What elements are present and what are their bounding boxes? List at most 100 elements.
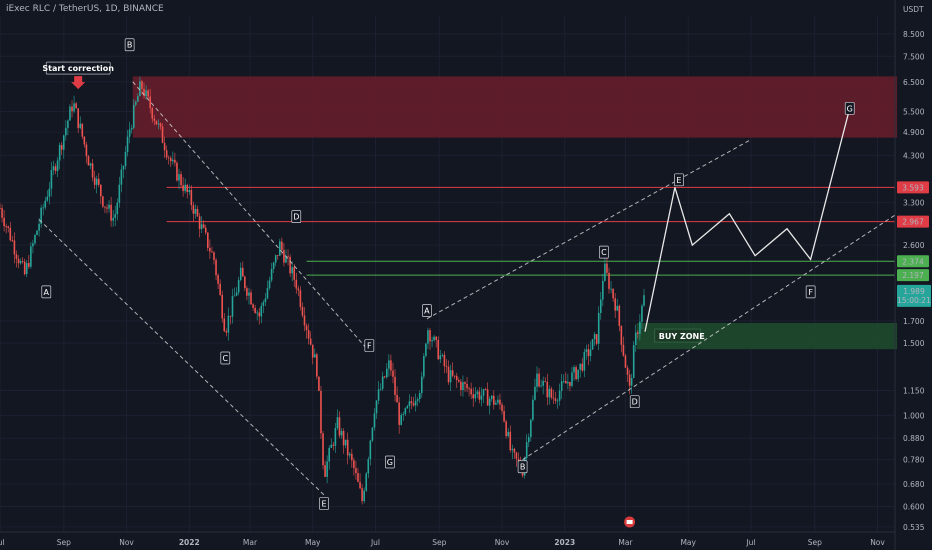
candle-body [365, 473, 368, 491]
candle-body [626, 367, 629, 375]
candle-body [34, 234, 36, 244]
candle-body [291, 267, 293, 274]
candle-body [215, 259, 217, 276]
candle-body [357, 473, 359, 482]
x-tick-label: May [305, 538, 321, 547]
x-tick-label: Nov [870, 538, 885, 547]
candle-body [628, 374, 631, 386]
candle-body [69, 106, 71, 121]
candle-body [439, 355, 442, 360]
candle-body [527, 437, 530, 443]
candle-body [542, 381, 544, 386]
wave-label-box [385, 455, 395, 469]
candle-body [235, 292, 238, 296]
candle-body [379, 388, 382, 390]
annotation-box [45, 61, 111, 75]
candle-body [351, 453, 353, 461]
candle-body [589, 349, 592, 357]
candle-body [65, 127, 67, 136]
candle-body [128, 129, 131, 137]
candle-body [476, 391, 479, 395]
buy-zone-label: BUY ZONE [659, 332, 705, 341]
candle-body [95, 178, 98, 185]
candle-body [200, 224, 203, 229]
candle-body [324, 465, 326, 477]
candle-body [48, 188, 51, 197]
candle-body [100, 184, 102, 197]
candle-body [402, 414, 405, 415]
candle-body [108, 204, 110, 209]
candle-body [579, 363, 582, 370]
candle-body [126, 136, 129, 152]
candle-body [54, 166, 57, 171]
candle-body [17, 258, 20, 264]
candle-body [634, 332, 637, 346]
channel-line-lower-right [522, 213, 898, 461]
candle-body [338, 417, 341, 436]
candle-body [297, 288, 300, 291]
wave-label-box [844, 101, 855, 115]
candle-body [394, 376, 396, 395]
wave-label: G [847, 104, 853, 113]
y-tick-label: 1.700 [903, 317, 925, 326]
wave-label-box [124, 38, 135, 52]
candle-body [272, 262, 275, 269]
candle-body [371, 427, 374, 441]
candle-body [577, 369, 579, 380]
candle-body [445, 366, 448, 367]
y-tick-label: 0.680 [903, 480, 925, 489]
candle-body [632, 345, 635, 379]
candle-body [151, 108, 154, 119]
y-tick-label: 0.600 [903, 502, 925, 511]
candle-body [52, 166, 55, 171]
candle-body [0, 208, 1, 209]
candle-body [149, 96, 151, 109]
y-tick-label: 0.535 [903, 523, 925, 532]
candle-body [316, 354, 318, 377]
candle-body [381, 376, 384, 389]
candle-body [326, 461, 328, 477]
candle-body [507, 431, 509, 437]
candle-body [172, 159, 174, 162]
candle-body [161, 126, 164, 143]
candle-body [363, 490, 365, 502]
candle-body [299, 290, 302, 307]
y-tick-label: 1.150 [903, 387, 925, 396]
candle-body [620, 325, 623, 345]
candle-body [398, 402, 400, 425]
candle-body [73, 103, 75, 112]
y-tick-label: 7.500 [903, 52, 925, 61]
candle-body [155, 120, 158, 125]
candle-body [169, 157, 172, 162]
candle-body [464, 382, 466, 384]
wave-label: E [676, 176, 681, 185]
candle-body [433, 336, 435, 341]
candle-body [511, 448, 514, 451]
candle-body [274, 255, 277, 263]
wave-label: B [520, 463, 526, 472]
candle-body [530, 419, 532, 438]
candle-body [348, 453, 351, 456]
candle-body [11, 240, 14, 242]
candle-body [396, 394, 398, 403]
candle-body [106, 207, 108, 209]
x-tick-label: Jul [0, 538, 5, 547]
candle-body [311, 344, 314, 358]
candle-body [114, 214, 117, 218]
candle-body [25, 263, 28, 275]
candle-body [42, 207, 45, 209]
candle-body [223, 318, 226, 332]
candle-body [550, 388, 553, 398]
candle-body [404, 408, 407, 415]
candle-body [56, 160, 59, 171]
candle-body [344, 439, 347, 446]
candle-body [182, 185, 184, 192]
wave-label-box [805, 285, 816, 299]
candle-body [254, 307, 256, 313]
candle-body [546, 381, 549, 398]
candle-body [406, 405, 409, 409]
candle-body [616, 305, 619, 311]
candle-body [618, 305, 621, 326]
